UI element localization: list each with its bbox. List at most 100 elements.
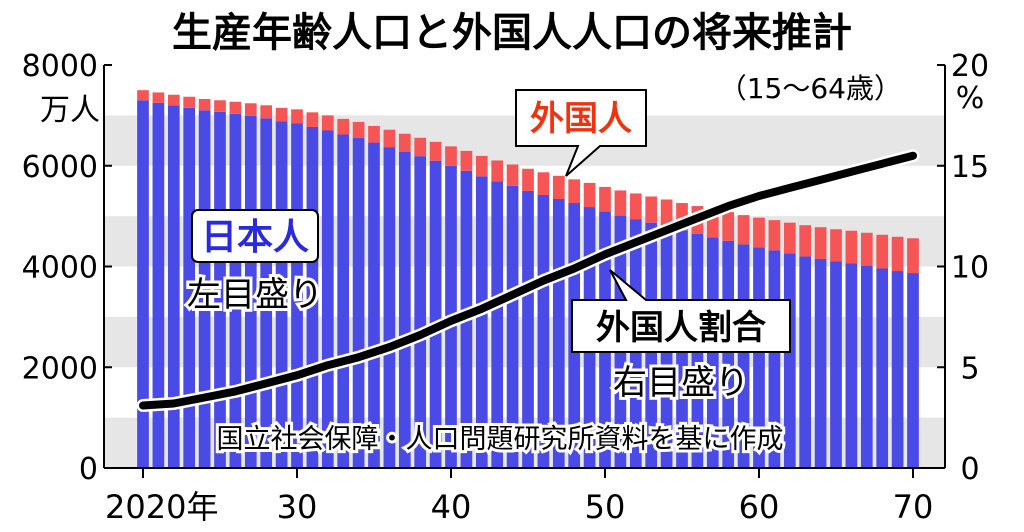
foreign-label-callout bbox=[515, 89, 647, 177]
bar-japanese bbox=[907, 273, 919, 468]
japanese-axis-note-halo: 左目盛り bbox=[187, 275, 323, 315]
bar-japanese bbox=[368, 142, 380, 468]
bar-japanese bbox=[814, 258, 827, 468]
bar-foreign bbox=[753, 217, 765, 248]
ratio-line-group bbox=[136, 149, 920, 412]
bar-japanese bbox=[198, 110, 211, 469]
bar-foreign bbox=[907, 238, 919, 274]
bar-foreign bbox=[583, 182, 596, 208]
bar-japanese bbox=[383, 147, 396, 468]
bar-foreign bbox=[368, 125, 380, 143]
bar-foreign bbox=[814, 227, 827, 259]
bar-foreign bbox=[244, 103, 257, 116]
ratio-axis-note: 右目盛り bbox=[613, 363, 749, 403]
left-tick-label: 8000 bbox=[22, 49, 98, 84]
bar-japanese bbox=[491, 181, 504, 468]
x-tick-label: 2020年 bbox=[105, 488, 218, 526]
ratio-line bbox=[139, 151, 917, 410]
bar-foreign bbox=[260, 105, 273, 119]
bar-foreign bbox=[876, 234, 889, 269]
bar-foreign bbox=[337, 118, 350, 135]
bar-foreign bbox=[491, 160, 504, 182]
ratio-label: 外国人割合 bbox=[596, 308, 766, 348]
ratio-label-callout bbox=[571, 269, 791, 353]
bar-foreign bbox=[614, 190, 627, 216]
source-note: 国立社会保障・人口問題研究所資料を基に作成 bbox=[217, 424, 784, 455]
bar-japanese bbox=[876, 268, 889, 468]
left-tick-label: 2000 bbox=[22, 351, 98, 386]
source-note-halo: 国立社会保障・人口問題研究所資料を基に作成 bbox=[217, 424, 784, 455]
bar-japanese bbox=[799, 256, 812, 468]
bar-foreign bbox=[229, 101, 242, 114]
bar-japanese bbox=[753, 247, 765, 468]
bar-foreign bbox=[321, 115, 334, 131]
left-tick-label: 4000 bbox=[22, 251, 98, 286]
bar-foreign bbox=[522, 168, 534, 191]
bar-foreign bbox=[645, 196, 658, 223]
right-tick-label: 0 bbox=[960, 452, 979, 487]
bar-japanese bbox=[398, 151, 411, 468]
bar-japanese bbox=[522, 190, 534, 468]
bar-foreign bbox=[414, 137, 427, 157]
bar-japanese bbox=[321, 130, 334, 469]
bar-japanese bbox=[475, 176, 488, 469]
bar-foreign bbox=[352, 121, 365, 139]
bar-foreign bbox=[629, 193, 642, 220]
right-tick-label: 5 bbox=[960, 351, 979, 386]
bar-foreign bbox=[676, 203, 688, 231]
left-tick-label: 6000 bbox=[22, 150, 98, 185]
bar-japanese bbox=[183, 107, 196, 468]
left-tick-label: 0 bbox=[79, 452, 98, 487]
bar-foreign bbox=[783, 222, 796, 254]
bar-japanese bbox=[506, 185, 519, 468]
bar-foreign bbox=[706, 209, 719, 238]
bar-japanese bbox=[860, 265, 873, 468]
bar-foreign bbox=[214, 100, 226, 112]
left-axis-unit: 万人 bbox=[40, 93, 100, 128]
x-tick-label: 60 bbox=[739, 488, 780, 526]
x-tick-label: 40 bbox=[431, 488, 472, 526]
bar-japanese bbox=[229, 113, 242, 469]
bar-japanese bbox=[275, 121, 288, 469]
right-tick-label: 10 bbox=[951, 251, 989, 286]
bar-foreign bbox=[152, 92, 165, 103]
japanese-axis-note: 左目盛り bbox=[187, 275, 323, 315]
japanese-label: 日本人 bbox=[201, 217, 309, 258]
bar-foreign bbox=[275, 107, 288, 122]
bar-japanese bbox=[291, 123, 303, 468]
bar-foreign bbox=[537, 172, 550, 195]
bar-foreign bbox=[891, 236, 904, 272]
bar-foreign bbox=[183, 96, 196, 108]
chart-title: 生産年齢人口と外国人人口の将来推計 bbox=[172, 10, 852, 56]
chart-subtitle: （15～64歳） bbox=[719, 72, 902, 105]
bar-foreign bbox=[799, 225, 812, 257]
bar-foreign bbox=[167, 94, 180, 106]
bar-foreign bbox=[306, 112, 319, 127]
bar-japanese bbox=[306, 126, 319, 469]
bar-japanese bbox=[214, 111, 226, 468]
bar-foreign bbox=[860, 232, 873, 266]
bar-foreign bbox=[506, 164, 519, 186]
bar-japanese bbox=[167, 105, 180, 469]
bar-foreign bbox=[460, 150, 473, 171]
bar-japanese bbox=[414, 156, 427, 468]
right-axis-unit: % bbox=[956, 81, 985, 116]
bar-japanese bbox=[429, 160, 442, 468]
bar-foreign bbox=[398, 133, 411, 152]
japanese-label-box bbox=[191, 209, 319, 263]
bar-japanese bbox=[260, 118, 273, 469]
bar-japanese bbox=[352, 138, 365, 468]
bar-foreign bbox=[660, 199, 673, 227]
x-tick-label: 70 bbox=[893, 488, 934, 526]
bar-foreign bbox=[830, 229, 842, 262]
bar-foreign bbox=[137, 90, 149, 101]
bar-japanese bbox=[845, 263, 858, 468]
right-tick-label: 20 bbox=[951, 49, 989, 84]
bar-japanese bbox=[552, 198, 565, 468]
bar-japanese bbox=[244, 115, 257, 468]
bar-foreign bbox=[722, 212, 735, 241]
bar-foreign bbox=[291, 109, 303, 124]
bar-japanese bbox=[537, 194, 550, 468]
